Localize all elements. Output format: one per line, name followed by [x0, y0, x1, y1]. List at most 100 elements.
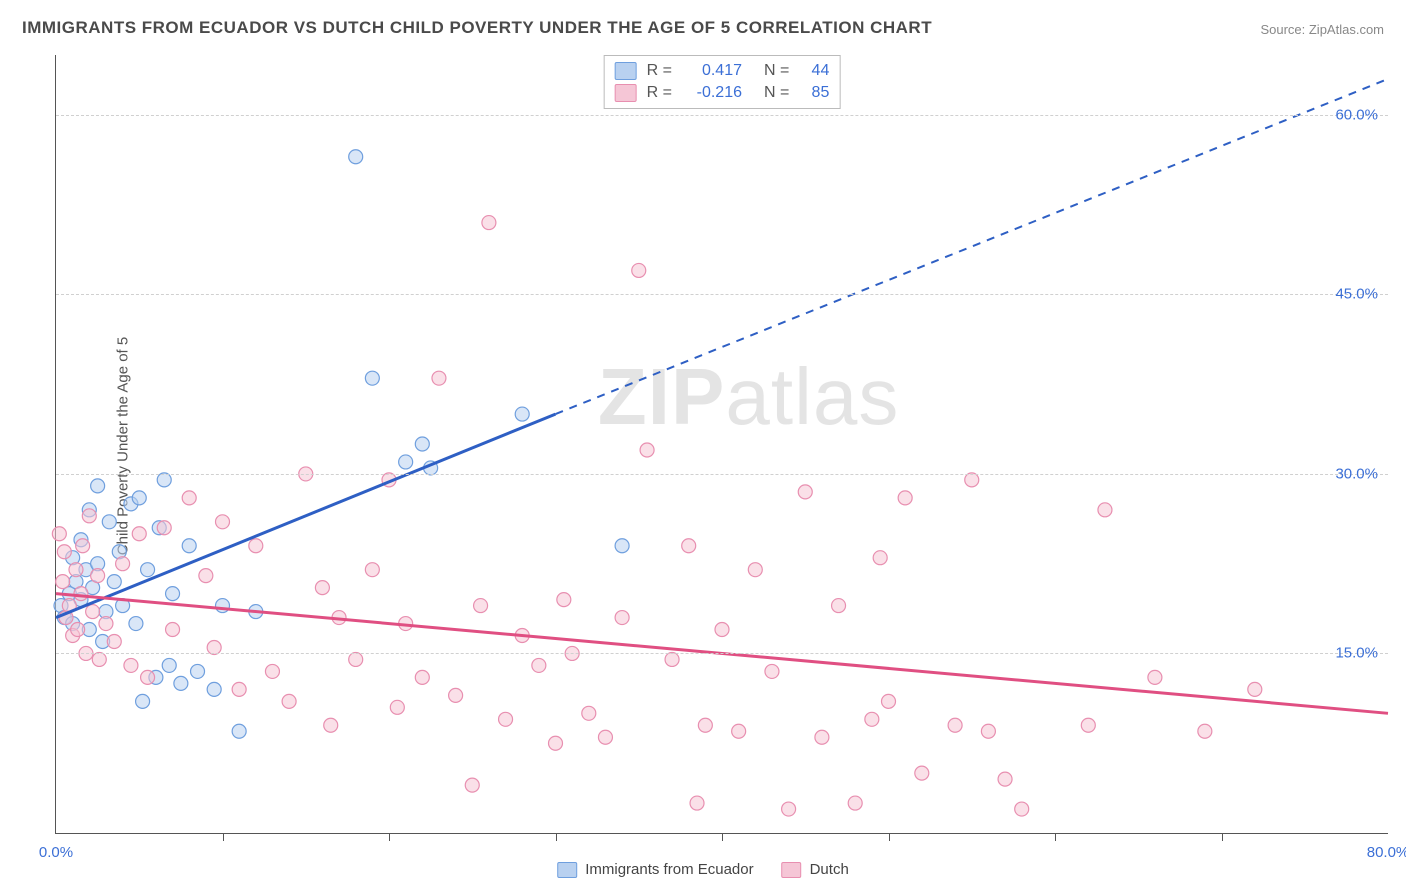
scatter-point [399, 455, 413, 469]
scatter-point [76, 539, 90, 553]
scatter-point [157, 521, 171, 535]
scatter-point [349, 150, 363, 164]
scatter-point [632, 263, 646, 277]
scatter-point [832, 599, 846, 613]
stats-n-value: 85 [799, 84, 829, 102]
scatter-point [981, 724, 995, 738]
scatter-point [82, 509, 96, 523]
scatter-point [124, 658, 138, 672]
chart-container: IMMIGRANTS FROM ECUADOR VS DUTCH CHILD P… [0, 0, 1406, 892]
scatter-point [1248, 682, 1262, 696]
scatter-point [132, 491, 146, 505]
scatter-point [549, 736, 563, 750]
scatter-point [665, 652, 679, 666]
stats-r-value: -0.216 [682, 84, 742, 102]
scatter-point [865, 712, 879, 726]
scatter-point [765, 664, 779, 678]
scatter-point [92, 652, 106, 666]
scatter-point [182, 539, 196, 553]
gridline [56, 115, 1388, 116]
scatter-point [107, 634, 121, 648]
scatter-point [898, 491, 912, 505]
legend-label: Immigrants from Ecuador [585, 861, 753, 878]
scatter-point [249, 539, 263, 553]
scatter-point [166, 587, 180, 601]
stats-r-value: 0.417 [682, 62, 742, 80]
scatter-point [141, 563, 155, 577]
x-tick [223, 833, 224, 841]
y-tick-label: 60.0% [1335, 106, 1378, 123]
gridline [56, 474, 1388, 475]
scatter-point [1198, 724, 1212, 738]
legend-swatch [615, 62, 637, 80]
scatter-point [390, 700, 404, 714]
scatter-point [532, 658, 546, 672]
x-tick [889, 833, 890, 841]
scatter-point [52, 527, 66, 541]
scatter-point [365, 563, 379, 577]
scatter-point [282, 694, 296, 708]
scatter-point [182, 491, 196, 505]
scatter-point [91, 479, 105, 493]
scatter-point [132, 527, 146, 541]
x-origin-label: 0.0% [39, 844, 73, 861]
scatter-point [232, 724, 246, 738]
scatter-point [882, 694, 896, 708]
scatter-point [449, 688, 463, 702]
scatter-point [499, 712, 513, 726]
scatter-point [698, 718, 712, 732]
scatter-point [948, 718, 962, 732]
scatter-point [365, 371, 379, 385]
scatter-point [798, 485, 812, 499]
stats-n-label: N = [764, 84, 789, 102]
legend-swatch [557, 862, 577, 878]
scatter-point [815, 730, 829, 744]
x-tick [556, 833, 557, 841]
scatter-point [515, 407, 529, 421]
scatter-point [141, 670, 155, 684]
scatter-point [474, 599, 488, 613]
scatter-point [216, 515, 230, 529]
scatter-point [265, 664, 279, 678]
scatter-point [324, 718, 338, 732]
chart-title: IMMIGRANTS FROM ECUADOR VS DUTCH CHILD P… [22, 18, 932, 38]
scatter-point [1081, 718, 1095, 732]
scatter-point [86, 605, 100, 619]
scatter-point [166, 623, 180, 637]
scatter-point [191, 664, 205, 678]
legend-swatch [782, 862, 802, 878]
scatter-point [465, 778, 479, 792]
scatter-point [915, 766, 929, 780]
x-tick [1222, 833, 1223, 841]
scatter-point [748, 563, 762, 577]
x-tick [1055, 833, 1056, 841]
legend-label: Dutch [810, 861, 849, 878]
gridline [56, 653, 1388, 654]
scatter-point [116, 557, 130, 571]
scatter-point [682, 539, 696, 553]
y-tick-label: 30.0% [1335, 465, 1378, 482]
scatter-point [615, 539, 629, 553]
scatter-point [782, 802, 796, 816]
scatter-point [56, 575, 70, 589]
scatter-point [91, 569, 105, 583]
stats-r-label: R = [647, 62, 672, 80]
stats-row: R =-0.216N =85 [615, 82, 830, 104]
scatter-point [1015, 802, 1029, 816]
legend-item: Dutch [782, 861, 849, 878]
scatter-point [69, 563, 83, 577]
scatter-point [174, 676, 188, 690]
scatter-point [415, 437, 429, 451]
x-tick [722, 833, 723, 841]
scatter-point [598, 730, 612, 744]
scatter-point [157, 473, 171, 487]
scatter-point [71, 623, 85, 637]
scatter-point [415, 670, 429, 684]
scatter-point [432, 371, 446, 385]
stats-legend-box: R =0.417N =44R =-0.216N =85 [604, 55, 841, 109]
legend-item: Immigrants from Ecuador [557, 861, 753, 878]
legend-swatch [615, 84, 637, 102]
trend-line [56, 414, 556, 617]
stats-n-label: N = [764, 62, 789, 80]
scatter-point [615, 611, 629, 625]
